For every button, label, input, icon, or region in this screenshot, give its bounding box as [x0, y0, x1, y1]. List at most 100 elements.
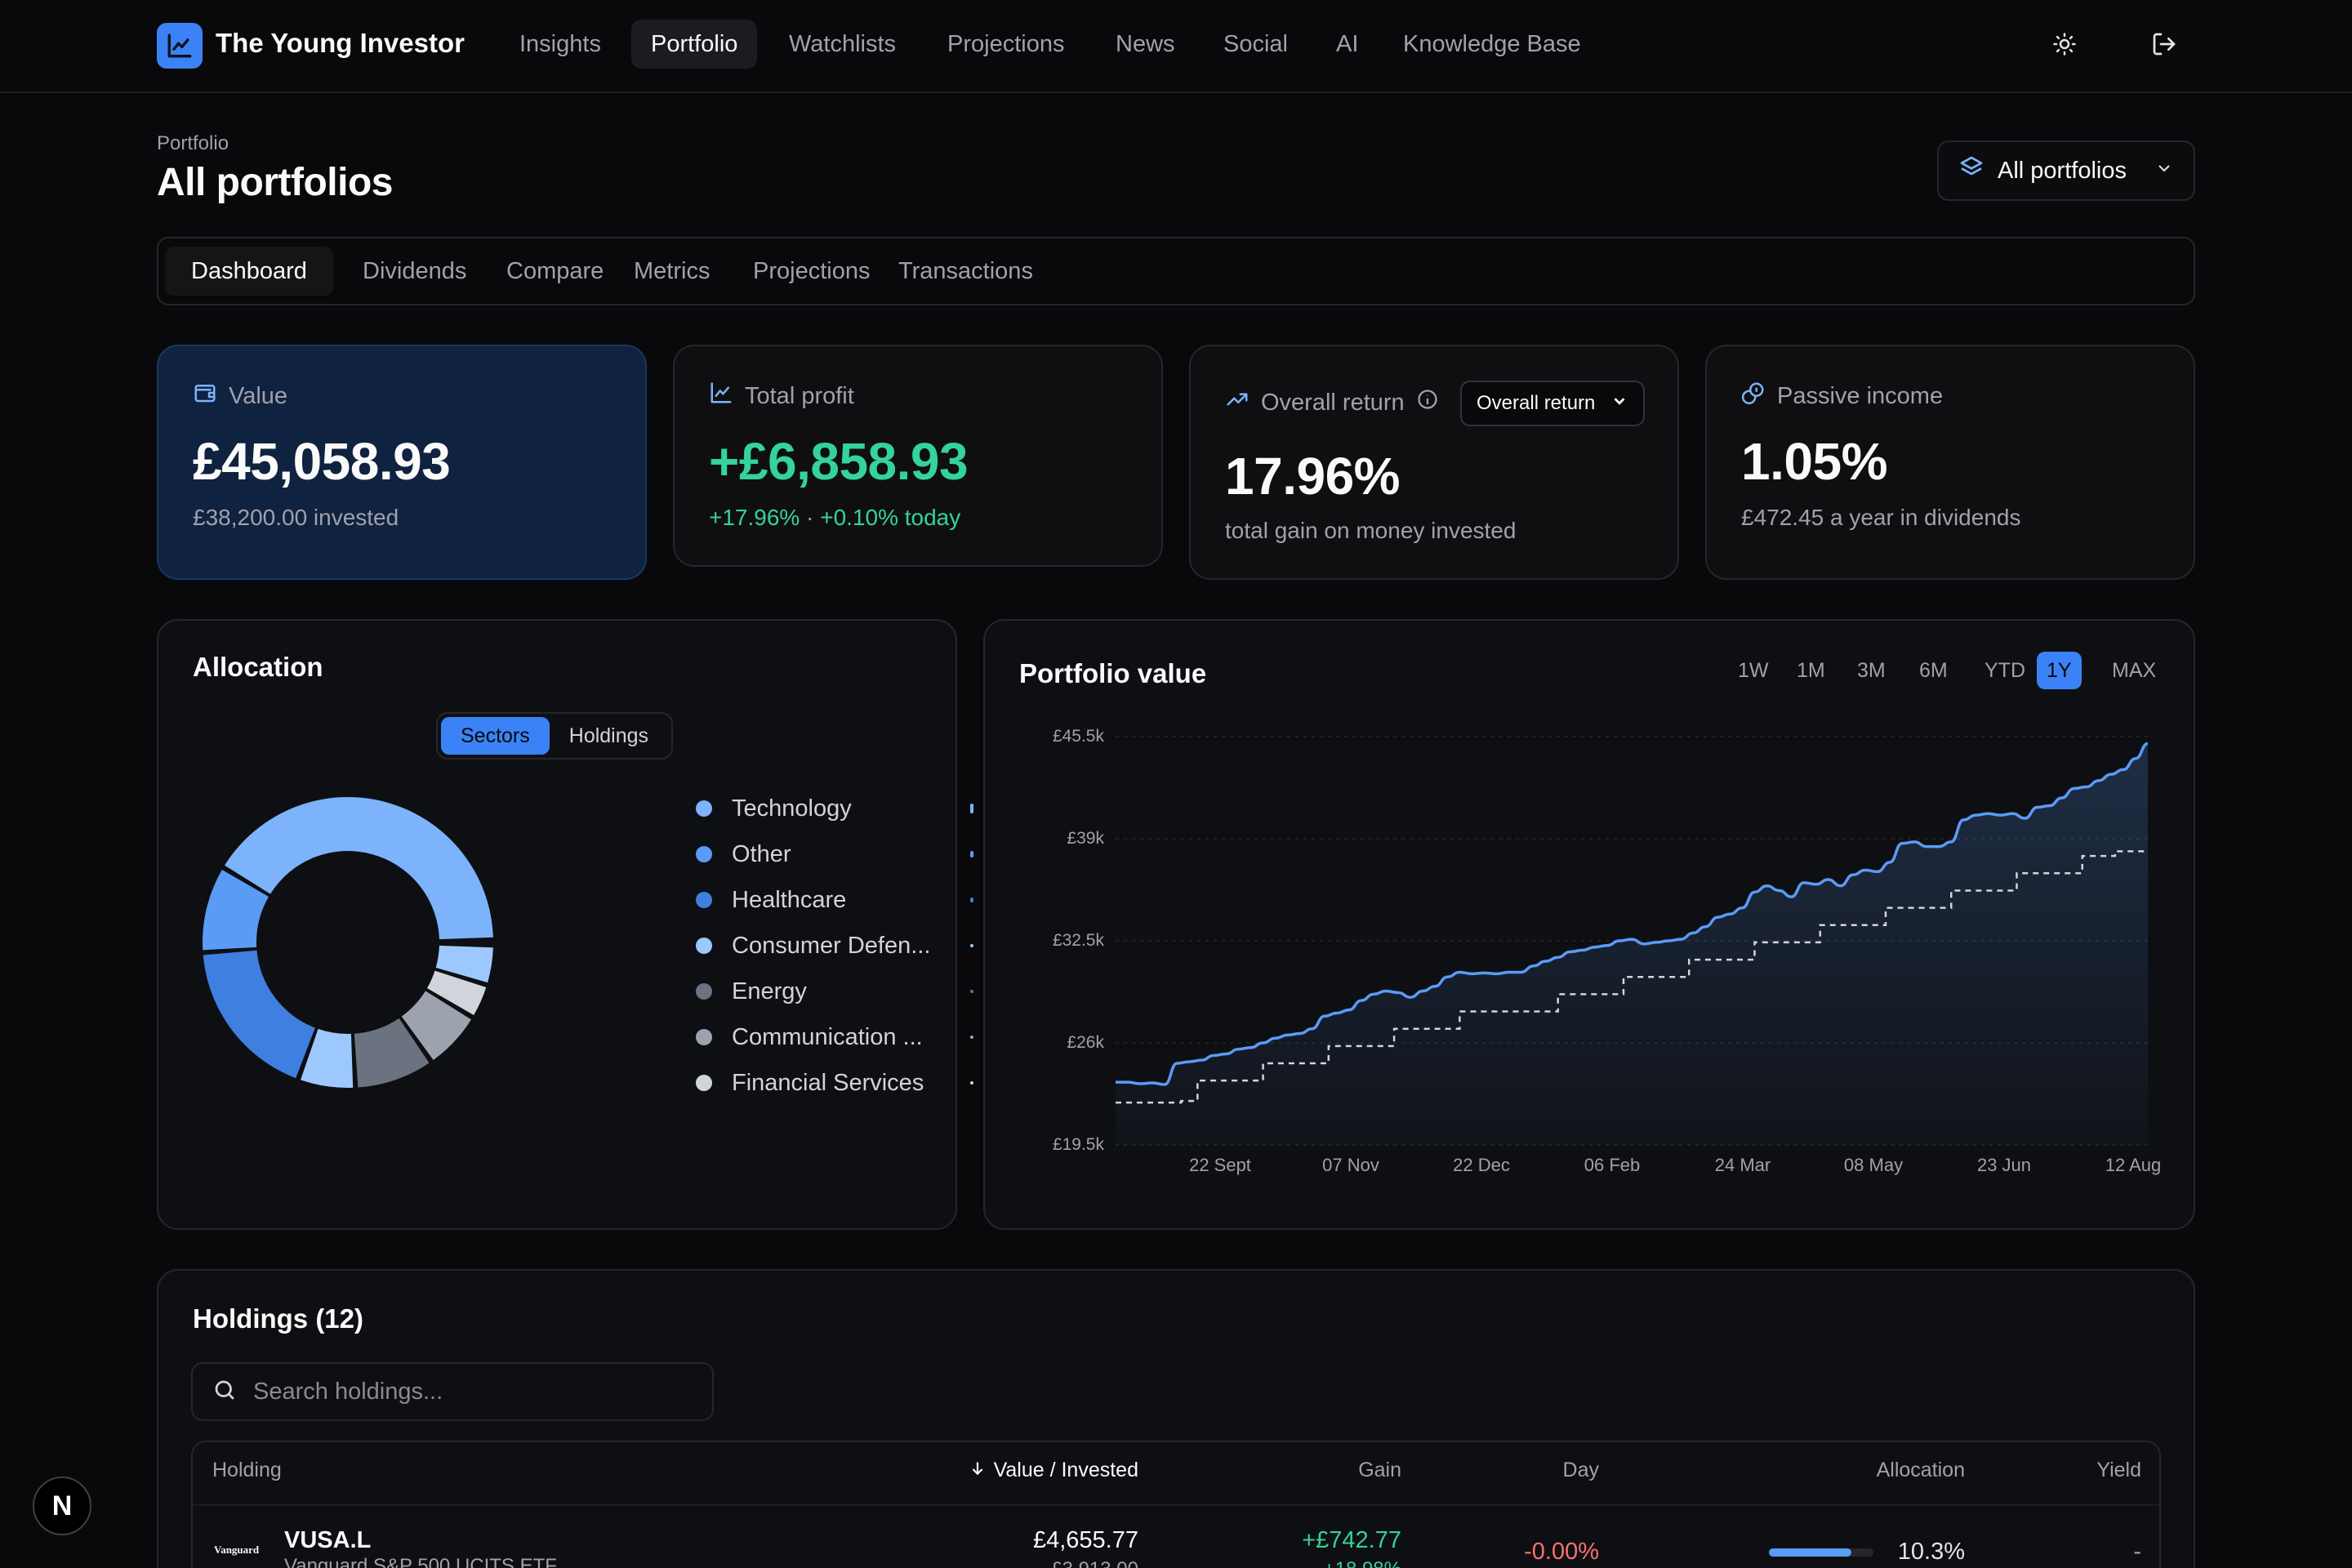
- range-1y[interactable]: 1Y: [2037, 652, 2082, 689]
- col-allocation[interactable]: Allocation: [1876, 1459, 1965, 1481]
- donut-slice-consumer-defen[interactable]: [301, 1028, 354, 1088]
- holding-ticker: VUSA.L: [284, 1527, 372, 1553]
- legend-dot: [696, 1029, 712, 1045]
- legend-name: Consumer Defen...: [732, 932, 931, 959]
- holdings-search[interactable]: [191, 1362, 714, 1421]
- overall-return-card: Overall return Overall return 17.96% tot…: [1189, 345, 1679, 580]
- search-icon: [212, 1378, 237, 1406]
- return-type-select[interactable]: Overall return: [1460, 381, 1645, 426]
- donut-slice-consumer-defen[interactable]: [435, 945, 493, 983]
- nav-watchlists[interactable]: Watchlists: [789, 31, 897, 57]
- y-tick-label: £19.5k: [1052, 1135, 1104, 1154]
- tab-dashboard[interactable]: Dashboard: [165, 247, 333, 296]
- portfolio-value-title: Portfolio value: [1019, 658, 1207, 688]
- range-1m[interactable]: 1M: [1797, 659, 1825, 682]
- holding-allocation: 10.3%: [1897, 1539, 1965, 1565]
- sun-icon: [2052, 32, 2077, 60]
- donut-slice-healthcare[interactable]: [203, 950, 315, 1079]
- passive-income-card: Passive income 1.05% £472.45 a year in d…: [1705, 345, 2195, 580]
- chart-line-icon: [709, 381, 733, 412]
- legend-name: Healthcare: [732, 886, 847, 913]
- nav-projections[interactable]: Projections: [947, 31, 1065, 57]
- nav-knowledge-base[interactable]: Knowledge Base: [1403, 31, 1581, 57]
- holding-gain: +£742.77: [1302, 1527, 1401, 1553]
- info-icon[interactable]: [1416, 388, 1439, 417]
- holdings-panel: Holdings (12): [157, 1269, 2195, 1568]
- range-ytd[interactable]: YTD: [1984, 659, 2025, 682]
- brand-name[interactable]: The Young Investor: [216, 28, 465, 58]
- col-yield[interactable]: Yield: [2096, 1459, 2141, 1481]
- donut-slice-financial-services[interactable]: [426, 970, 487, 1015]
- theme-toggle-button[interactable]: [2043, 26, 2086, 65]
- profit-separator: ·: [806, 505, 814, 530]
- passive-label-row: Passive income: [1741, 381, 1943, 412]
- allocation-toggle: Sectors Holdings: [436, 712, 674, 760]
- donut-slice-energy[interactable]: [354, 1018, 430, 1088]
- tab-metrics[interactable]: Metrics: [634, 258, 710, 284]
- arrow-down-icon: [969, 1459, 986, 1482]
- col-value-invested-label: Value / Invested: [993, 1459, 1138, 1481]
- nav-portfolio[interactable]: Portfolio: [631, 20, 758, 69]
- nextjs-dev-badge[interactable]: N: [33, 1477, 91, 1535]
- profit-label-row: Total profit: [709, 381, 854, 412]
- passive-amount: 1.05%: [1741, 432, 1887, 491]
- x-tick-label: 12 Aug: [2105, 1155, 2162, 1175]
- return-type-value: Overall return: [1477, 392, 1596, 414]
- coins-icon: [1741, 381, 1766, 412]
- legend-name: Communication ...: [732, 1023, 923, 1050]
- holding-invested: £3,913.00: [898, 1558, 1138, 1568]
- portfolio-value-chart: [1116, 736, 2149, 1146]
- tab-dividends[interactable]: Dividends: [363, 258, 467, 284]
- donut-slice-technology[interactable]: [225, 797, 493, 940]
- holding-name: Vanguard S&P 500 UCITS ETF: [284, 1555, 557, 1568]
- holdings-title: Holdings (12): [193, 1303, 364, 1334]
- legend-mini-bar: [970, 944, 973, 947]
- col-holding[interactable]: Holding: [212, 1459, 282, 1481]
- toggle-sectors[interactable]: Sectors: [441, 717, 550, 755]
- legend-dot: [696, 1075, 712, 1091]
- donut-slice-communication[interactable]: [401, 991, 471, 1061]
- nav-ai[interactable]: AI: [1336, 31, 1359, 57]
- passive-label: Passive income: [1777, 382, 1944, 409]
- allocation-donut-chart: [203, 797, 493, 1088]
- col-value-invested[interactable]: Value / Invested: [960, 1459, 1138, 1482]
- page-title: All portfolios: [157, 161, 393, 204]
- holdings-table: [191, 1441, 2161, 1568]
- tab-transactions[interactable]: Transactions: [898, 258, 1033, 284]
- search-input[interactable]: [253, 1378, 693, 1405]
- profit-label: Total profit: [745, 382, 854, 409]
- nav-news[interactable]: News: [1116, 31, 1175, 57]
- tab-projections[interactable]: Projections: [753, 258, 871, 284]
- col-gain[interactable]: Gain: [1358, 1459, 1401, 1481]
- range-1w[interactable]: 1W: [1738, 659, 1769, 682]
- legend-dot: [696, 892, 712, 908]
- legend-mini-bar: [970, 803, 973, 814]
- trending-up-icon: [1225, 387, 1250, 418]
- top-navigation-bar: The Young Investor Insights Portfolio Wa…: [0, 0, 2352, 93]
- portfolio-select[interactable]: All portfolios: [1937, 140, 2195, 201]
- logo-chart-icon[interactable]: [157, 23, 203, 69]
- legend-dot: [696, 938, 712, 954]
- value-area: [1116, 743, 2148, 1145]
- range-6m[interactable]: 6M: [1919, 659, 1948, 682]
- value-label-row: Value: [193, 381, 287, 412]
- range-3m[interactable]: 3M: [1857, 659, 1886, 682]
- nav-insights[interactable]: Insights: [519, 31, 601, 57]
- profit-sub: +17.96% · +0.10% today: [709, 505, 960, 531]
- portfolio-value-line[interactable]: [1116, 742, 2149, 1086]
- col-day[interactable]: Day: [1562, 1459, 1599, 1481]
- donut-slice-other[interactable]: [203, 870, 270, 951]
- logout-button[interactable]: [2143, 26, 2185, 65]
- layers-icon: [1958, 154, 1984, 187]
- legend-mini-bar: [970, 850, 973, 858]
- legend-dot: [696, 846, 712, 862]
- wallet-icon: [193, 381, 217, 412]
- table-header-divider: [193, 1504, 2159, 1506]
- nav-social[interactable]: Social: [1223, 31, 1288, 57]
- breadcrumb[interactable]: Portfolio: [157, 132, 229, 154]
- tab-compare[interactable]: Compare: [506, 258, 604, 284]
- toggle-holdings[interactable]: Holdings: [568, 724, 649, 747]
- value-label: Value: [229, 382, 288, 409]
- range-max[interactable]: MAX: [2112, 659, 2157, 682]
- value-amount: £45,058.93: [193, 432, 451, 491]
